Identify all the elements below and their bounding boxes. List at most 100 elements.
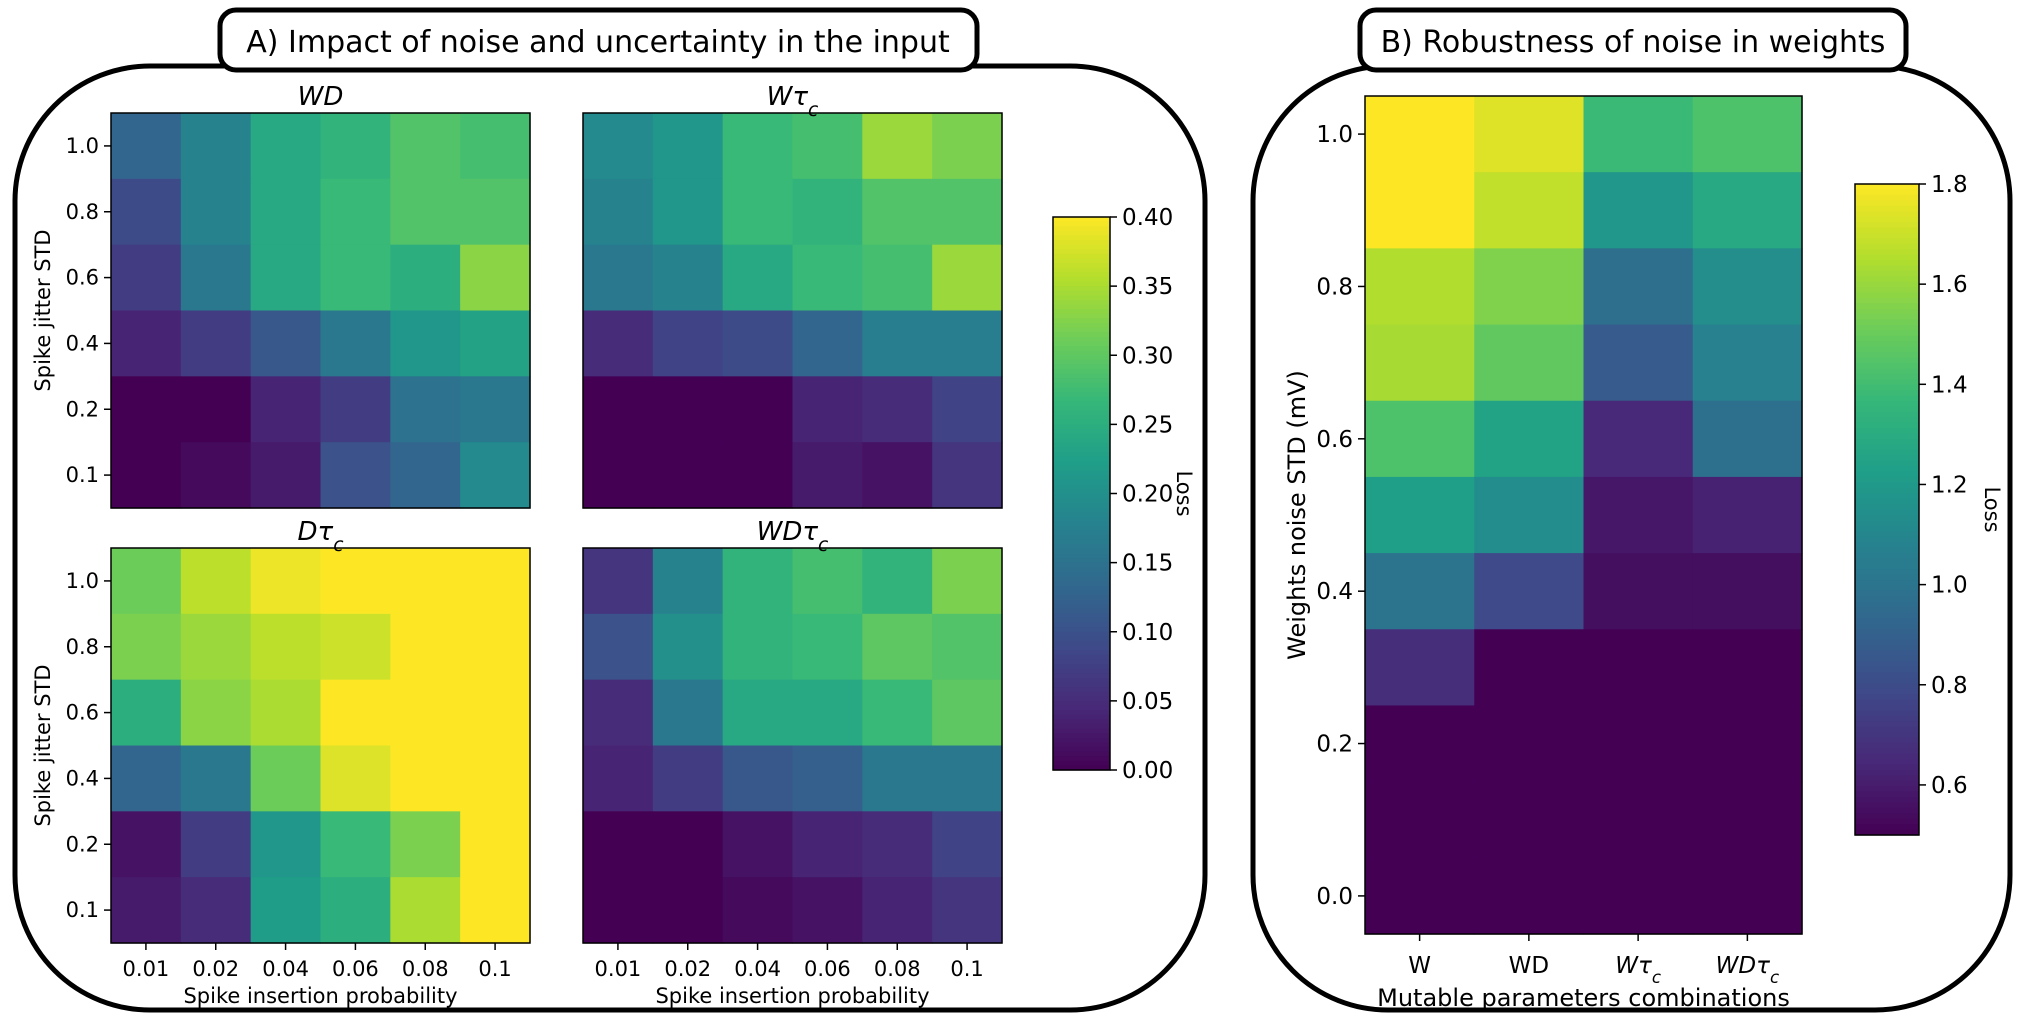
colorbar-segment bbox=[1053, 751, 1110, 757]
colorbar-segment bbox=[1855, 666, 1919, 673]
colorbar-segment bbox=[1855, 373, 1919, 380]
colorbar-segment bbox=[1053, 650, 1110, 656]
colorbar-segment bbox=[1053, 433, 1110, 439]
heatmap-cell bbox=[722, 679, 794, 747]
heatmap-cell bbox=[1583, 553, 1694, 630]
y-tick-label: 0.8 bbox=[66, 200, 99, 224]
colorbar-segment bbox=[1053, 645, 1110, 651]
heatmap-cell bbox=[1365, 324, 1475, 402]
colorbar-segment bbox=[1053, 544, 1110, 550]
heatmap-cell bbox=[250, 113, 322, 180]
colorbar-segment bbox=[1855, 471, 1919, 478]
heatmap-cell bbox=[460, 548, 531, 615]
colorbar-segment bbox=[1855, 580, 1919, 587]
x-tick-label: 0.01 bbox=[123, 957, 170, 981]
colorbar-segment bbox=[1855, 292, 1919, 299]
heatmap-cell bbox=[390, 548, 461, 615]
heatmap-cell bbox=[722, 877, 794, 944]
colorbar-segment bbox=[1053, 507, 1110, 513]
colorbar-segment bbox=[1855, 661, 1919, 668]
heatmap-cell bbox=[1583, 400, 1694, 478]
colorbar-segment bbox=[1053, 295, 1110, 301]
colorbar-segment bbox=[1053, 696, 1110, 702]
heatmap-cell bbox=[862, 679, 933, 747]
colorbar-segment bbox=[1855, 346, 1919, 353]
heatmap-cell bbox=[460, 376, 531, 443]
x-tick-label: W bbox=[1408, 953, 1431, 979]
heatmap-cell bbox=[180, 376, 252, 443]
colorbar-tick-label: 0.25 bbox=[1122, 412, 1173, 438]
colorbar-segment bbox=[1053, 369, 1110, 375]
colorbar-tick-label: 0.10 bbox=[1122, 620, 1173, 646]
colorbar-segment bbox=[1053, 226, 1110, 232]
colorbar-segment bbox=[1855, 444, 1919, 451]
colorbar-segment bbox=[1053, 475, 1110, 481]
colorbar-segment bbox=[1855, 319, 1919, 326]
colorbar-segment bbox=[1855, 460, 1919, 467]
heatmap-cell bbox=[250, 244, 322, 312]
heatmap-cell bbox=[722, 113, 794, 180]
colorbar-segment bbox=[1855, 807, 1919, 814]
panel-b-title-box bbox=[1357, 7, 1909, 73]
heatmap-cell bbox=[722, 613, 794, 681]
colorbar-segment bbox=[1855, 259, 1919, 266]
heatmap-cell bbox=[250, 613, 322, 681]
heatmap-cell bbox=[722, 310, 794, 377]
colorbar-segment bbox=[1855, 482, 1919, 489]
colorbar-segment bbox=[1855, 211, 1919, 218]
colorbar-segment bbox=[1053, 318, 1110, 324]
y-tick-label: 0.4 bbox=[1316, 579, 1353, 605]
y-tick-label: 0.2 bbox=[66, 397, 99, 421]
colorbar-tick-label: 1.8 bbox=[1931, 172, 1968, 198]
colorbar-tick-label: 1.4 bbox=[1931, 372, 1968, 398]
heatmap-cell bbox=[1474, 629, 1585, 707]
colorbar-segment bbox=[1053, 714, 1110, 720]
colorbar-segment bbox=[1053, 447, 1110, 453]
colorbar-segment bbox=[1855, 221, 1919, 228]
heatmap-cell bbox=[722, 745, 794, 812]
colorbar-segment bbox=[1053, 299, 1110, 306]
colorbar-segment bbox=[1855, 189, 1919, 196]
colorbar-segment bbox=[1855, 672, 1919, 679]
colorbar-segment bbox=[1053, 548, 1110, 555]
colorbar-segment bbox=[1053, 309, 1110, 315]
heatmap-b: 1.0 0.8 0.6 0.4 0.2 0.0 W WD Wτc WDτc Weights nois… bbox=[1283, 95, 1803, 1012]
colorbar-segment bbox=[1053, 470, 1110, 476]
heatmap-cell bbox=[1583, 476, 1694, 554]
x-tick-label: 0.01 bbox=[595, 957, 642, 981]
colorbar-segment bbox=[1053, 691, 1110, 697]
x-tick-label: 0.08 bbox=[402, 957, 449, 981]
heatmap-cell bbox=[111, 244, 182, 312]
colorbar-segment bbox=[1053, 240, 1110, 246]
colorbar-segment bbox=[1053, 244, 1110, 250]
colorbar-segment bbox=[1053, 465, 1110, 472]
colorbar-segment bbox=[1855, 428, 1919, 435]
colorbar-label: Loss bbox=[1980, 486, 2004, 532]
colorbar-segment bbox=[1855, 813, 1919, 820]
heatmap-cell bbox=[320, 679, 391, 747]
colorbar-segment bbox=[1855, 618, 1919, 625]
heatmap-cell bbox=[320, 548, 391, 615]
colorbar-segment bbox=[1053, 511, 1110, 518]
heatmap-cell bbox=[1692, 553, 1803, 630]
colorbar-segment bbox=[1053, 765, 1110, 771]
colorbar-segment bbox=[1053, 728, 1110, 734]
colorbar-segment bbox=[1855, 363, 1919, 370]
heatmap-cell bbox=[932, 877, 1003, 944]
heatmap-cell bbox=[111, 877, 182, 944]
plot-frame bbox=[110, 547, 531, 944]
colorbar-segment bbox=[1053, 534, 1110, 541]
colorbar-segment bbox=[1855, 390, 1919, 397]
heatmap-cell bbox=[460, 178, 531, 246]
y-tick-label: 0.4 bbox=[66, 331, 99, 355]
heatmap-cell bbox=[932, 113, 1003, 180]
colorbar-segment bbox=[1855, 438, 1919, 445]
y-tick-label: 0.0 bbox=[1316, 884, 1353, 910]
colorbar-segment bbox=[1855, 585, 1919, 592]
colorbar-segment bbox=[1855, 205, 1919, 212]
heatmap-cell bbox=[1583, 857, 1694, 935]
colorbar-segment bbox=[1053, 428, 1110, 435]
heatmap-cell bbox=[320, 310, 391, 377]
colorbar-segment bbox=[1855, 406, 1919, 413]
plot-frame bbox=[110, 112, 531, 509]
